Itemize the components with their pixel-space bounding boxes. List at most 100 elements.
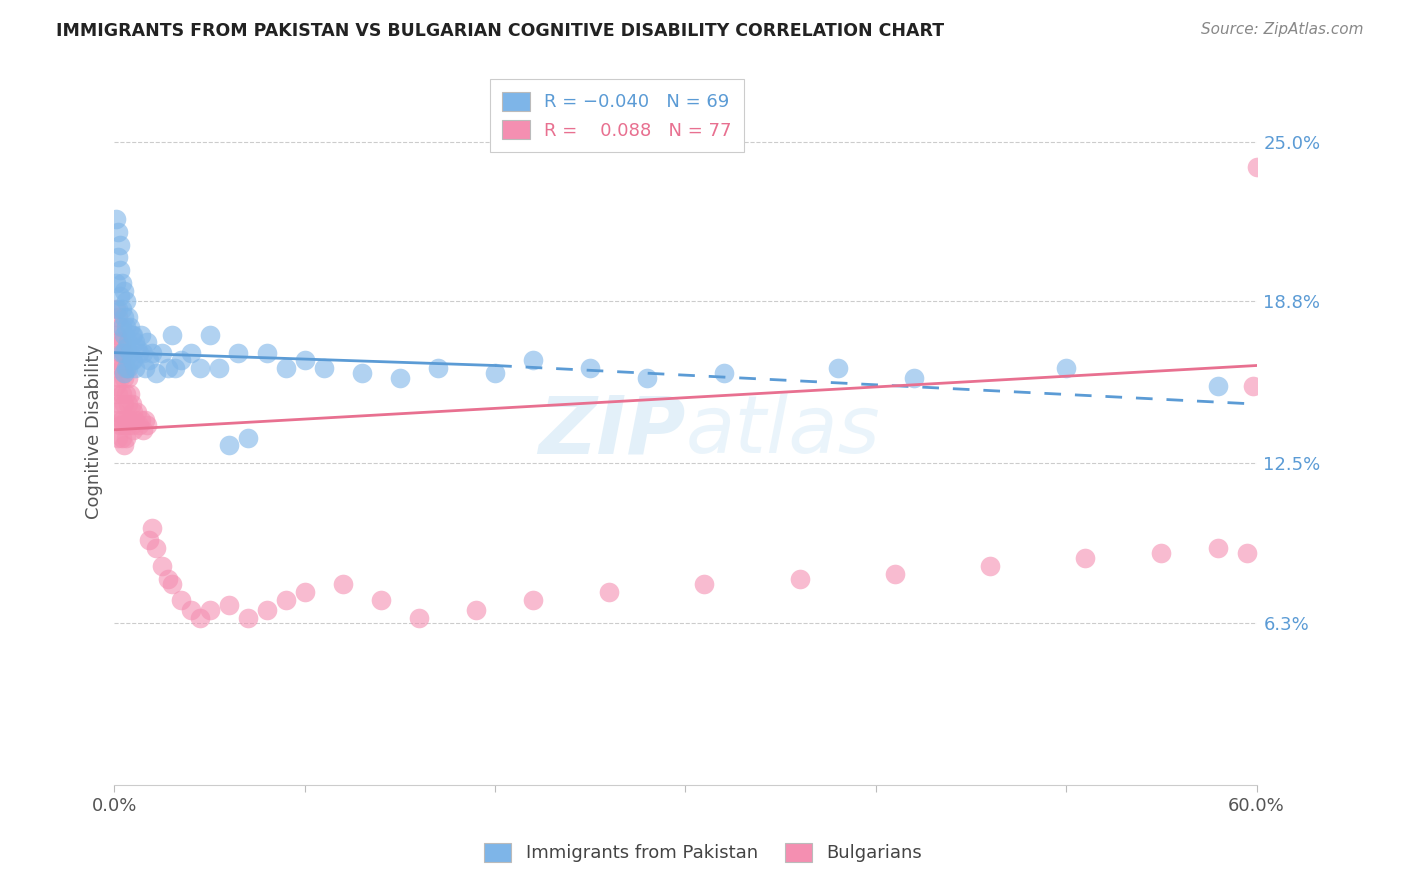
Point — [208, 361, 231, 376]
Point — [112, 284, 135, 298]
Point — [180, 603, 202, 617]
Point — [108, 417, 131, 432]
Point — [111, 276, 134, 290]
Point — [117, 361, 139, 376]
Point — [156, 572, 179, 586]
Point — [105, 211, 128, 226]
Point — [111, 335, 134, 350]
Point — [121, 397, 143, 411]
Point — [789, 572, 811, 586]
Point — [121, 327, 143, 342]
Point — [108, 397, 131, 411]
Point — [465, 603, 488, 617]
Point — [112, 345, 135, 359]
Point — [105, 327, 128, 342]
Point — [107, 301, 129, 316]
Point — [129, 327, 152, 342]
Point — [135, 335, 157, 350]
Point — [408, 610, 430, 624]
Point — [128, 417, 150, 432]
Point — [1246, 161, 1268, 175]
Point — [1208, 379, 1230, 393]
Point — [112, 310, 135, 324]
Point — [332, 577, 354, 591]
Point — [170, 592, 193, 607]
Point — [105, 353, 128, 368]
Point — [135, 417, 157, 432]
Point — [427, 361, 450, 376]
Point — [108, 263, 131, 277]
Point — [108, 371, 131, 385]
Point — [111, 412, 134, 426]
Point — [108, 289, 131, 303]
Point — [121, 353, 143, 368]
Point — [111, 361, 134, 376]
Point — [713, 366, 735, 380]
Point — [388, 371, 411, 385]
Point — [114, 361, 136, 376]
Point — [883, 566, 905, 581]
Text: Source: ZipAtlas.com: Source: ZipAtlas.com — [1201, 22, 1364, 37]
Point — [127, 341, 149, 355]
Point — [218, 598, 240, 612]
Point — [579, 361, 602, 376]
Point — [226, 345, 249, 359]
Point — [522, 592, 544, 607]
Point — [274, 592, 297, 607]
Point — [111, 301, 134, 316]
Point — [160, 577, 183, 591]
Point — [122, 353, 145, 368]
Point — [114, 386, 136, 401]
Point — [107, 310, 129, 324]
Point — [112, 366, 135, 380]
Point — [522, 353, 544, 368]
Point — [141, 520, 163, 534]
Point — [124, 412, 146, 426]
Point — [117, 335, 139, 350]
Point — [636, 371, 658, 385]
Point — [114, 320, 136, 334]
Point — [128, 345, 150, 359]
Point — [117, 310, 139, 324]
Point — [188, 610, 211, 624]
Y-axis label: Cognitive Disability: Cognitive Disability — [86, 343, 103, 518]
Point — [170, 353, 193, 368]
Point — [117, 417, 139, 432]
Point — [598, 585, 620, 599]
Point — [127, 405, 149, 419]
Point — [111, 320, 134, 334]
Point — [198, 327, 221, 342]
Point — [256, 603, 278, 617]
Point — [112, 345, 135, 359]
Point — [112, 327, 135, 342]
Point — [118, 386, 141, 401]
Point — [903, 371, 925, 385]
Point — [138, 353, 160, 368]
Point — [114, 294, 136, 309]
Point — [218, 438, 240, 452]
Point — [294, 585, 316, 599]
Point — [1241, 379, 1264, 393]
Point — [118, 320, 141, 334]
Point — [1150, 546, 1173, 560]
Point — [236, 431, 259, 445]
Legend: Immigrants from Pakistan, Bulgarians: Immigrants from Pakistan, Bulgarians — [477, 836, 929, 870]
Point — [112, 417, 135, 432]
Point — [979, 559, 1001, 574]
Text: IMMIGRANTS FROM PAKISTAN VS BULGARIAN COGNITIVE DISABILITY CORRELATION CHART: IMMIGRANTS FROM PAKISTAN VS BULGARIAN CO… — [56, 22, 945, 40]
Point — [108, 237, 131, 252]
Point — [121, 417, 143, 432]
Text: atlas: atlas — [686, 392, 880, 470]
Point — [134, 412, 156, 426]
Point — [134, 361, 156, 376]
Point — [112, 397, 135, 411]
Point — [693, 577, 716, 591]
Point — [160, 327, 183, 342]
Point — [107, 412, 129, 426]
Point — [198, 603, 221, 617]
Point — [294, 353, 316, 368]
Point — [117, 371, 139, 385]
Point — [1208, 541, 1230, 555]
Point — [156, 361, 179, 376]
Legend: R = −0.040   N = 69, R =    0.088   N = 77: R = −0.040 N = 69, R = 0.088 N = 77 — [489, 79, 744, 153]
